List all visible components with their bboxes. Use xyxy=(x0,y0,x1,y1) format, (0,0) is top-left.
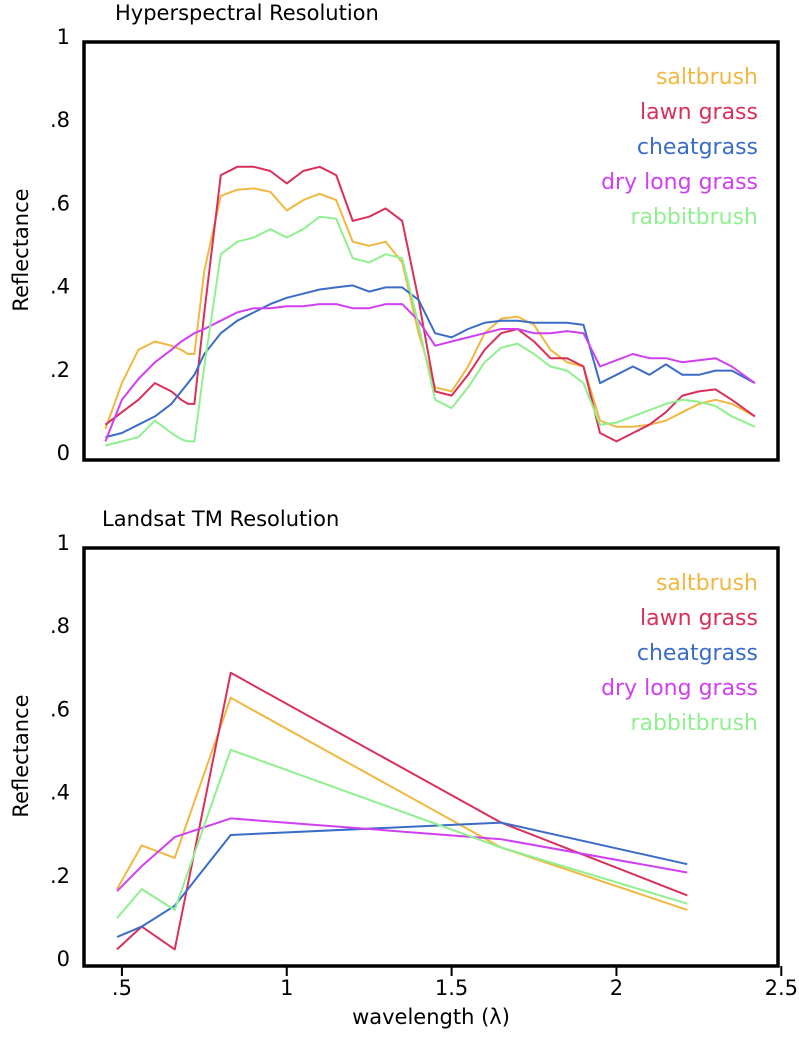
y-axis-label: Reflectance xyxy=(9,188,33,311)
chart-title: Hyperspectral Resolution xyxy=(115,1,379,25)
series-line xyxy=(104,165,756,443)
x-tick-label: .5 xyxy=(112,976,132,1000)
y-tick-label: .2 xyxy=(50,864,70,888)
y-tick-label: .6 xyxy=(50,191,70,215)
series-line xyxy=(116,748,688,919)
legend-entry: rabbitbrush xyxy=(630,711,758,736)
x-tick-label: 1.5 xyxy=(435,976,468,1000)
plot-frame xyxy=(82,40,780,462)
series-line xyxy=(116,821,688,938)
y-tick-label: .8 xyxy=(50,614,70,638)
y-tick-label: .8 xyxy=(50,108,70,132)
y-tick-label: 0 xyxy=(57,441,70,465)
y-axis-label: Reflectance xyxy=(9,694,33,817)
legend-entry: cheatgrass xyxy=(637,641,758,666)
x-tick-label: 2.5 xyxy=(765,976,798,1000)
legend-entry: rabbitbrush xyxy=(630,205,758,230)
series-line xyxy=(104,187,756,430)
legend-entry: saltbrush xyxy=(656,65,758,90)
x-axis-label: wavelength (λ) xyxy=(352,1005,510,1029)
x-tick-label: 1 xyxy=(280,976,293,1000)
y-tick-label: 1 xyxy=(57,531,70,555)
y-tick-label: 1 xyxy=(57,25,70,49)
legend-entry: saltbrush xyxy=(656,571,758,596)
legend-entry: cheatgrass xyxy=(637,135,758,160)
plot-frame xyxy=(82,546,780,968)
y-tick-label: .6 xyxy=(50,697,70,721)
series-line xyxy=(105,215,756,447)
legend-entry: dry long grass xyxy=(601,676,758,701)
x-tick-label: 2 xyxy=(610,976,623,1000)
legend-entry: lawn grass xyxy=(640,606,758,631)
y-tick-label: 0 xyxy=(57,947,70,971)
series-line xyxy=(104,303,756,442)
legend-entry: dry long grass xyxy=(601,170,758,195)
series-line xyxy=(116,671,688,951)
y-tick-label: .4 xyxy=(50,275,70,299)
y-tick-label: .2 xyxy=(50,358,70,382)
chart-title: Landsat TM Resolution xyxy=(102,507,339,531)
legend-entry: lawn grass xyxy=(640,100,758,125)
y-tick-label: .4 xyxy=(50,781,70,805)
